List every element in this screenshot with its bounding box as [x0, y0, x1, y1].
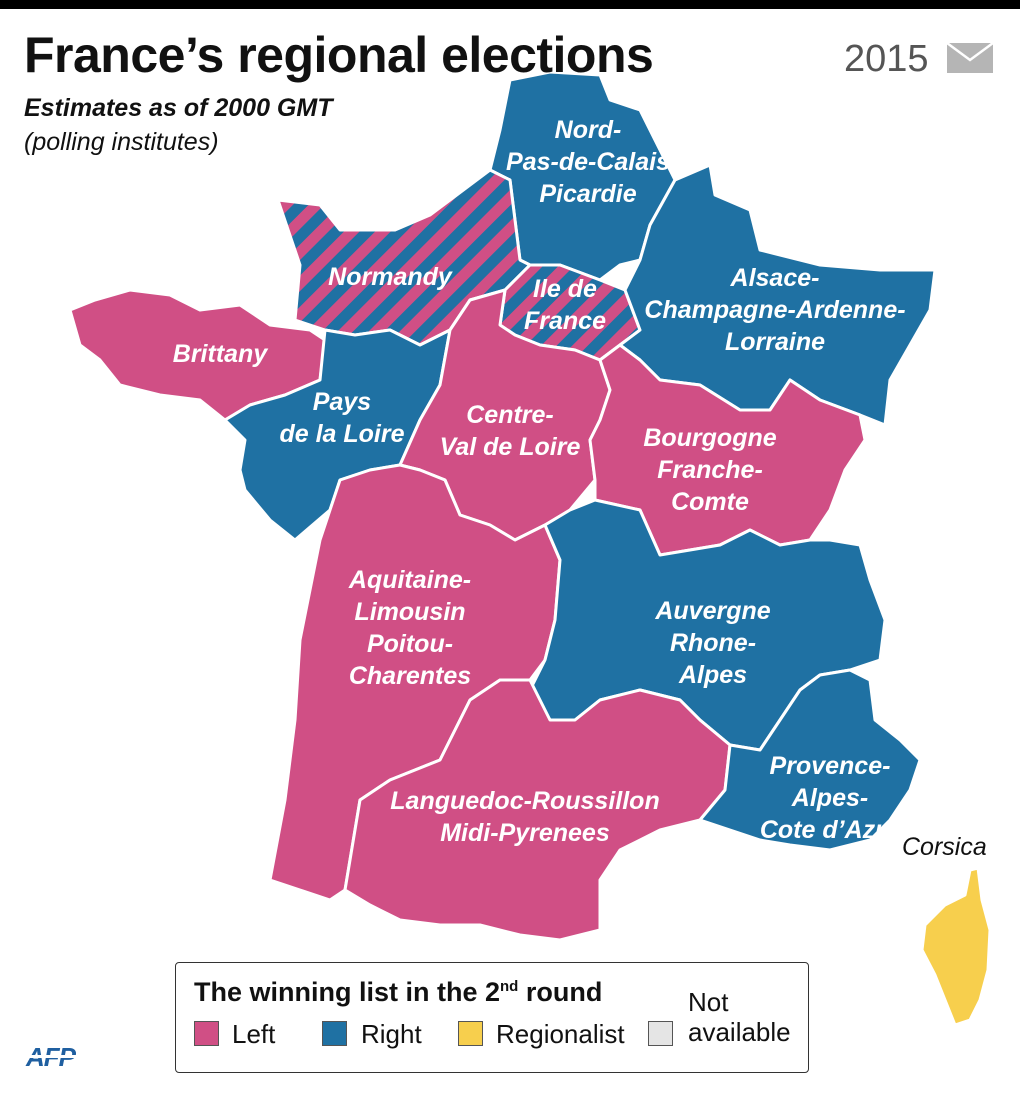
region-label-centre: Centre- [466, 401, 554, 429]
legend-label-not-available: Not available [688, 987, 791, 1047]
region-provence-alpes-cote-dazur[interactable] [698, 668, 922, 852]
top-rule [0, 0, 1020, 9]
region-label-aquitaine: Poitou- [367, 630, 453, 658]
region-label-languedoc: Languedoc-Roussillon [390, 787, 659, 815]
region-label-auvergne: Rhone- [670, 629, 756, 657]
region-label-bourgogne: Bourgogne [643, 424, 776, 452]
subtitle: Estimates as of 2000 GMT [24, 94, 333, 122]
afp-logo: AFP [25, 1042, 94, 1072]
region-label-pays-de-la-loire: Pays [313, 388, 371, 416]
region-label-provence: Alpes- [791, 784, 868, 812]
region-label-alsace: Champagne-Ardenne- [644, 296, 905, 324]
region-label-aquitaine: Limousin [354, 598, 465, 626]
region-label-provence: Provence- [770, 752, 891, 780]
region-label-pays-de-la-loire: de la Loire [279, 420, 404, 448]
corsica-label: Corsica [902, 833, 987, 861]
page-title: France’s regional elections [24, 27, 654, 83]
region-label-nord: Nord- [555, 116, 622, 144]
legend: The winning list in the 2nd round Left R… [175, 962, 809, 1073]
region-label-ile-de-france: France [524, 307, 606, 335]
region-label-bourgogne: Comte [671, 488, 749, 516]
source-note: (polling institutes) [24, 128, 219, 156]
legend-swatch-not-available [648, 1021, 673, 1046]
region-label-nord: Pas-de-Calais [506, 148, 670, 176]
region-corsica[interactable] [920, 866, 992, 1027]
legend-swatch-right [322, 1021, 347, 1046]
region-label-bourgogne: Franche- [657, 456, 763, 484]
legend-title: The winning list in the 2nd round [194, 977, 603, 1007]
region-label-centre: Val de Loire [440, 433, 581, 461]
legend-label-not-available-line1: Not [688, 987, 729, 1017]
region-label-auvergne: Alpes [678, 661, 747, 689]
year-label: 2015 [844, 38, 929, 80]
legend-label-not-available-line2: available [688, 1017, 791, 1047]
legend-swatch-regionalist [458, 1021, 483, 1046]
region-label-provence: Cote d’Azur [760, 816, 902, 844]
legend-label-right: Right [361, 1019, 422, 1049]
region-label-ile-de-france: Ile de [533, 275, 597, 303]
region-label-normandy: Normandy [328, 263, 453, 291]
region-label-aquitaine: Aquitaine- [348, 566, 471, 594]
region-label-aquitaine: Charentes [349, 662, 471, 690]
legend-swatch-left [194, 1021, 219, 1046]
region-label-alsace: Alsace- [730, 264, 820, 292]
legend-label-left: Left [232, 1019, 276, 1049]
region-label-auvergne: Auvergne [654, 597, 770, 625]
region-label-brittany: Brittany [173, 340, 269, 368]
legend-label-regionalist: Regionalist [496, 1019, 625, 1049]
region-label-nord: Picardie [539, 180, 636, 208]
region-bourgogne-franche-comte[interactable] [588, 343, 867, 557]
mail-envelope-icon[interactable] [946, 42, 994, 74]
region-label-languedoc: Midi-Pyrenees [440, 819, 610, 847]
region-label-alsace: Lorraine [725, 328, 825, 356]
